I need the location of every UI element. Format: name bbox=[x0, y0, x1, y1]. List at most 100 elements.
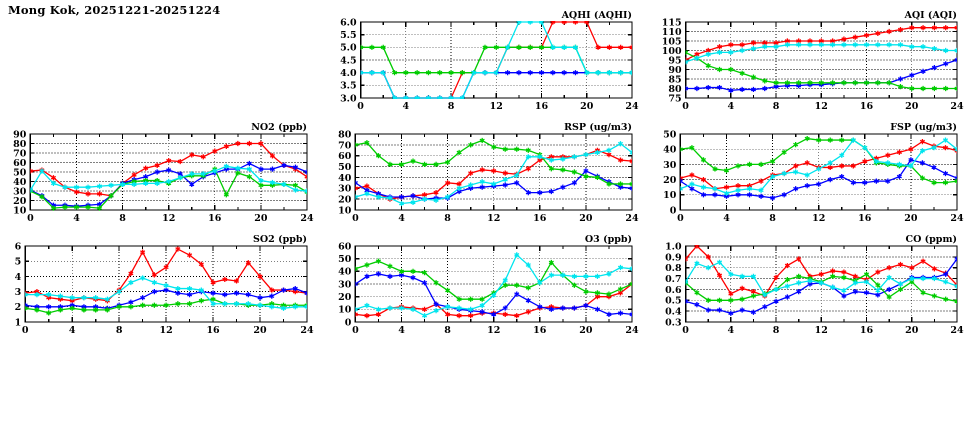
x-tick-label: 4 bbox=[403, 101, 410, 112]
x-axis-labels: 0 4 8 12 16 20 24 bbox=[352, 213, 639, 224]
x-tick-label: 12 bbox=[812, 213, 825, 224]
x-tick-label: 8 bbox=[773, 325, 780, 336]
grid-vertical bbox=[76, 134, 262, 210]
x-tick-label: 16 bbox=[860, 101, 874, 112]
x-tick-label: 20 bbox=[580, 101, 594, 112]
x-tick-label: 12 bbox=[487, 213, 500, 224]
x-tick-label: 24 bbox=[625, 213, 639, 224]
y-tick-label: 30 bbox=[13, 186, 27, 197]
y-tick-label: 60 bbox=[338, 151, 352, 162]
x-tick-label: 24 bbox=[300, 325, 314, 336]
x-axis-labels: 0 4 8 12 16 20 24 bbox=[682, 325, 964, 336]
y-tick-label: 5.5 bbox=[340, 30, 357, 41]
data-series-2 bbox=[680, 157, 958, 201]
x-tick-label: 16 bbox=[860, 325, 874, 336]
grid-vertical bbox=[405, 22, 588, 98]
x-tick-label: 20 bbox=[905, 101, 919, 112]
y-tick-label: 105 bbox=[662, 36, 682, 47]
x-tick-label: 8 bbox=[116, 325, 123, 336]
y-tick-label: 90 bbox=[13, 129, 27, 140]
chart-panel-fsp: 0 10 20 30 40 50 0 4 8 12 16 20 24 FSP (ug/m3) bbox=[650, 120, 975, 232]
x-tick-label: 12 bbox=[487, 325, 500, 336]
chart-title-rsp: RSP (ug/m3) bbox=[564, 122, 632, 133]
y-tick-label: 1.0 bbox=[665, 241, 682, 252]
y-tick-label: 100 bbox=[662, 46, 682, 57]
x-axis-labels: 0 4 8 12 16 20 24 bbox=[677, 213, 964, 224]
y-tick-label: 0.3 bbox=[665, 317, 682, 328]
y-tick-label: 40 bbox=[338, 173, 352, 184]
x-tick-label: 20 bbox=[254, 213, 268, 224]
x-tick-label: 0 bbox=[682, 325, 689, 336]
x-tick-label: 24 bbox=[625, 101, 639, 112]
axis-ticks bbox=[24, 245, 308, 323]
y-tick-label: 115 bbox=[662, 17, 682, 28]
x-tick-label: 4 bbox=[73, 213, 80, 224]
y-tick-label: 70 bbox=[13, 148, 27, 159]
x-axis-labels: 0 4 8 12 16 20 24 bbox=[22, 325, 314, 336]
y-tick-label: 6.0 bbox=[340, 17, 357, 28]
x-tick-label: 20 bbox=[579, 325, 593, 336]
y-tick-label: 20 bbox=[338, 195, 352, 206]
y-tick-label: 0.9 bbox=[665, 252, 682, 263]
x-tick-label: 4 bbox=[398, 325, 405, 336]
y-tick-label: 5.0 bbox=[340, 43, 357, 54]
y-tick-label: 4.5 bbox=[340, 55, 357, 66]
x-tick-label: 24 bbox=[950, 101, 964, 112]
chart-panel-so2: 1 2 3 4 5 6 0 4 8 12 16 20 24 SO2 (ppb) bbox=[0, 232, 325, 344]
x-tick-label: 8 bbox=[444, 213, 451, 224]
x-tick-label: 8 bbox=[119, 213, 126, 224]
x-tick-label: 4 bbox=[728, 325, 735, 336]
data-series-4 bbox=[30, 163, 308, 194]
chart-panel-rsp: 10 20 30 40 50 60 70 80 0 4 8 12 16 20 24 RSP (ug/m3) bbox=[325, 120, 650, 232]
x-tick-label: 24 bbox=[950, 325, 964, 336]
y-tick-label: 10 bbox=[663, 190, 677, 201]
y-tick-label: 50 bbox=[338, 162, 352, 173]
x-tick-label: 20 bbox=[905, 325, 919, 336]
y-tick-label: 10 bbox=[338, 205, 352, 216]
y-tick-label: 60 bbox=[13, 158, 27, 169]
axis-ticks bbox=[684, 21, 958, 99]
x-tick-label: 24 bbox=[300, 213, 314, 224]
x-tick-label: 4 bbox=[69, 325, 76, 336]
y-axis-labels: 0.30.40.50.60.70.80.91.0 bbox=[665, 241, 682, 328]
x-tick-label: 8 bbox=[769, 213, 776, 224]
y-tick-label: 75 bbox=[668, 93, 681, 104]
y-tick-label: 30 bbox=[338, 279, 352, 290]
axis-ticks bbox=[679, 133, 958, 211]
x-tick-label: 12 bbox=[815, 101, 828, 112]
y-tick-label: 40 bbox=[13, 177, 27, 188]
axis-ticks bbox=[29, 133, 308, 211]
x-tick-label: 0 bbox=[357, 101, 364, 112]
y-tick-label: 4 bbox=[15, 272, 22, 283]
chart-panel-co: 0.3 0.4 0.5 0.6 0.7 0.8 0.9 1.0 0 4 8 12 16 20 24 CO (p… bbox=[650, 232, 975, 344]
x-axis-labels: 0 4 8 12 16 20 24 bbox=[357, 101, 639, 112]
y-axis-labels: 0 10 20 30 40 50 bbox=[663, 129, 677, 216]
y-tick-label: 0 bbox=[670, 205, 677, 216]
y-tick-label: 10 bbox=[338, 305, 352, 316]
y-tick-label: 0.4 bbox=[665, 307, 682, 318]
data-series-4 bbox=[360, 21, 632, 99]
x-tick-label: 8 bbox=[448, 101, 455, 112]
y-tick-label: 85 bbox=[668, 74, 681, 85]
y-tick-label: 3.5 bbox=[340, 81, 357, 92]
y-tick-label: 4.0 bbox=[340, 68, 357, 79]
y-tick-label: 50 bbox=[663, 129, 677, 140]
chart-title-aqhi: AQHI (AQHI) bbox=[561, 10, 632, 21]
y-tick-label: 3 bbox=[15, 287, 22, 298]
y-tick-label: 0.5 bbox=[665, 296, 682, 307]
y-tick-label: 80 bbox=[13, 139, 27, 150]
x-tick-label: 4 bbox=[723, 213, 730, 224]
y-tick-label: 30 bbox=[663, 160, 677, 171]
x-tick-label: 16 bbox=[535, 101, 549, 112]
chart-panel-aqhi: 3.0 3.5 4.0 4.5 5.0 5.5 6.0 0 4 8 12 16 20 24 AQHI (AQ… bbox=[325, 8, 650, 120]
y-tick-label: 40 bbox=[338, 267, 352, 278]
x-tick-label: 8 bbox=[773, 101, 780, 112]
chart-title-no2: NO2 (ppb) bbox=[251, 122, 307, 133]
y-tick-label: 110 bbox=[662, 27, 682, 38]
x-tick-label: 20 bbox=[579, 213, 593, 224]
chart-title-fsp: FSP (ug/m3) bbox=[890, 122, 957, 133]
